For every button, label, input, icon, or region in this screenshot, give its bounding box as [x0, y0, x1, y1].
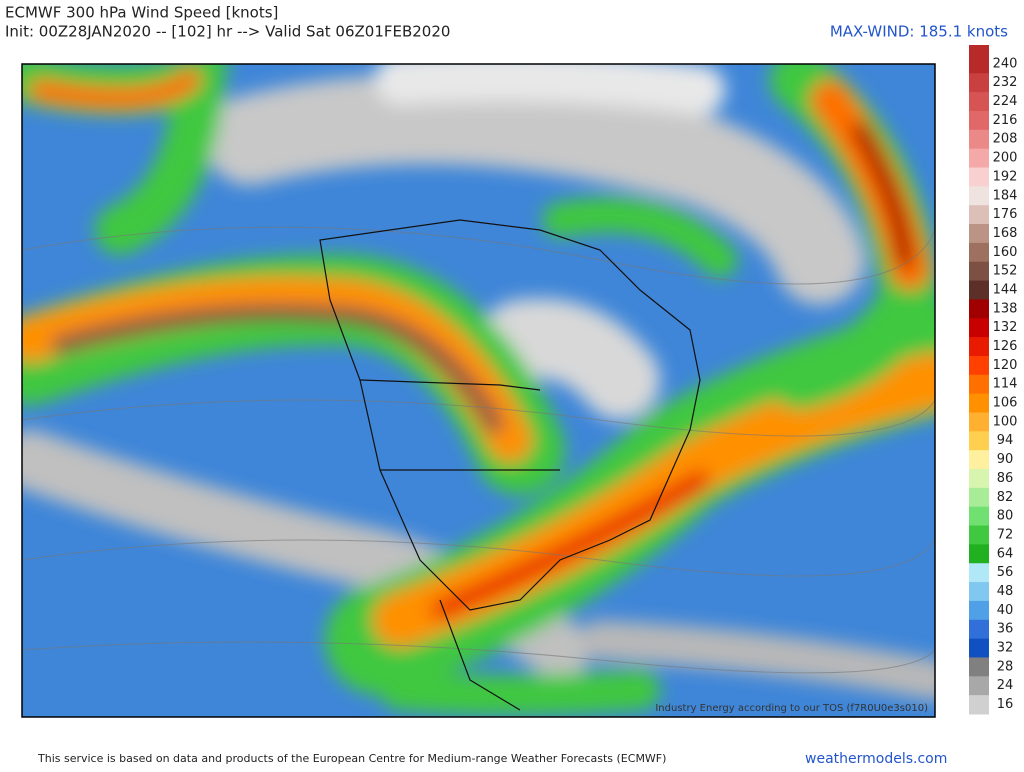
colorbar-label: 200: [993, 151, 1018, 166]
colorbar-label: 32: [997, 641, 1014, 656]
colorbar-swatch: [969, 148, 989, 168]
max-wind: MAX-WIND: 185.1 knots: [830, 23, 1008, 41]
colorbar-swatch: [969, 544, 989, 564]
colorbar-swatch: [969, 318, 989, 338]
colorbar-swatch: [969, 525, 989, 545]
colorbar-swatch: [969, 355, 989, 376]
colorbar-swatch: [969, 506, 989, 527]
colorbar-swatch: [969, 337, 989, 357]
colorbar-label: 48: [997, 584, 1014, 599]
colorbar-label: 232: [993, 75, 1018, 90]
colorbar-swatch: [969, 563, 989, 583]
colorbar-label: 168: [993, 226, 1018, 241]
colorbar-label: 152: [993, 264, 1018, 279]
colorbar-swatch: [969, 695, 989, 715]
colorbar-cap: [969, 45, 989, 56]
watermark: Industry Energy according to our TOS (f7…: [655, 703, 928, 714]
colorbar-label: 90: [997, 452, 1014, 467]
colorbar-label: 72: [997, 527, 1014, 542]
colorbar-swatch: [969, 676, 989, 696]
colorbar-swatch: [969, 54, 989, 74]
colorbar-label: 126: [993, 339, 1018, 354]
colorbar-swatch: [969, 638, 989, 658]
colorbar-swatch: [969, 299, 989, 319]
colorbar-swatch: [969, 280, 989, 300]
colorbar-swatch: [969, 110, 989, 131]
colorbar-swatch: [969, 92, 989, 112]
colorbar-swatch: [969, 393, 989, 413]
colorbar-swatch: [969, 431, 989, 451]
colorbar-label: 114: [993, 377, 1018, 392]
colorbar-swatch: [969, 73, 989, 93]
subtitle: Init: 00Z28JAN2020 -- [102] hr --> Valid…: [5, 23, 450, 41]
colorbar-label: 138: [993, 301, 1018, 316]
colorbar-swatch: [969, 205, 989, 225]
colorbar-swatch: [969, 619, 989, 640]
colorbar-label: 176: [993, 207, 1018, 222]
colorbar-swatch: [969, 261, 989, 282]
title: ECMWF 300 hPa Wind Speed [knots]: [5, 4, 278, 22]
colorbar-swatch: [969, 657, 989, 677]
colorbar-label: 144: [993, 282, 1018, 297]
colorbar-swatch: [969, 487, 989, 508]
colorbar-label: 24: [997, 678, 1014, 693]
colorbar-swatch: [969, 242, 989, 263]
colorbar-swatch: [969, 450, 989, 470]
colorbar-label: 240: [993, 56, 1018, 71]
colorbar-label: 120: [993, 358, 1018, 373]
colorbar-label: 56: [997, 565, 1014, 580]
colorbar-swatch: [969, 129, 989, 150]
colorbar-swatch: [969, 186, 989, 206]
colorbar-label: 208: [993, 132, 1018, 147]
colorbar-swatch: [969, 582, 989, 602]
colorbar-swatch: [969, 374, 989, 395]
colorbar-label: 100: [993, 414, 1018, 429]
footer-credit: This service is based on data and produc…: [37, 752, 666, 765]
colorbar-swatch: [969, 412, 989, 432]
colorbar-label: 40: [997, 603, 1014, 618]
colorbar-label: 86: [997, 471, 1014, 486]
colorbar-swatch: [969, 167, 989, 187]
colorbar-label: 82: [997, 490, 1014, 505]
colorbar: 240 232 224 216 208 200 192 184 176 168 160 152 144 1…: [969, 45, 1017, 715]
colorbar-label: 106: [993, 396, 1018, 411]
colorbar-swatch: [969, 600, 989, 621]
colorbar-label: 132: [993, 320, 1018, 335]
colorbar-label: 224: [993, 94, 1018, 109]
colorbar-label: 184: [993, 188, 1018, 203]
map-frame: [21, 63, 936, 718]
colorbar-label: 160: [993, 245, 1018, 260]
colorbar-label: 216: [993, 113, 1018, 128]
colorbar-label: 28: [997, 659, 1014, 674]
colorbar-label: 192: [993, 169, 1018, 184]
colorbar-swatch: [969, 224, 989, 244]
colorbar-label: 16: [997, 697, 1014, 712]
colorbar-label: 80: [997, 509, 1014, 524]
map: [22, 64, 935, 717]
colorbar-swatch: [969, 469, 989, 489]
colorbar-label: 94: [997, 433, 1014, 448]
colorbar-label: 64: [997, 546, 1014, 561]
footer-site: weathermodels.com: [805, 751, 947, 767]
colorbar-label: 36: [997, 622, 1014, 637]
